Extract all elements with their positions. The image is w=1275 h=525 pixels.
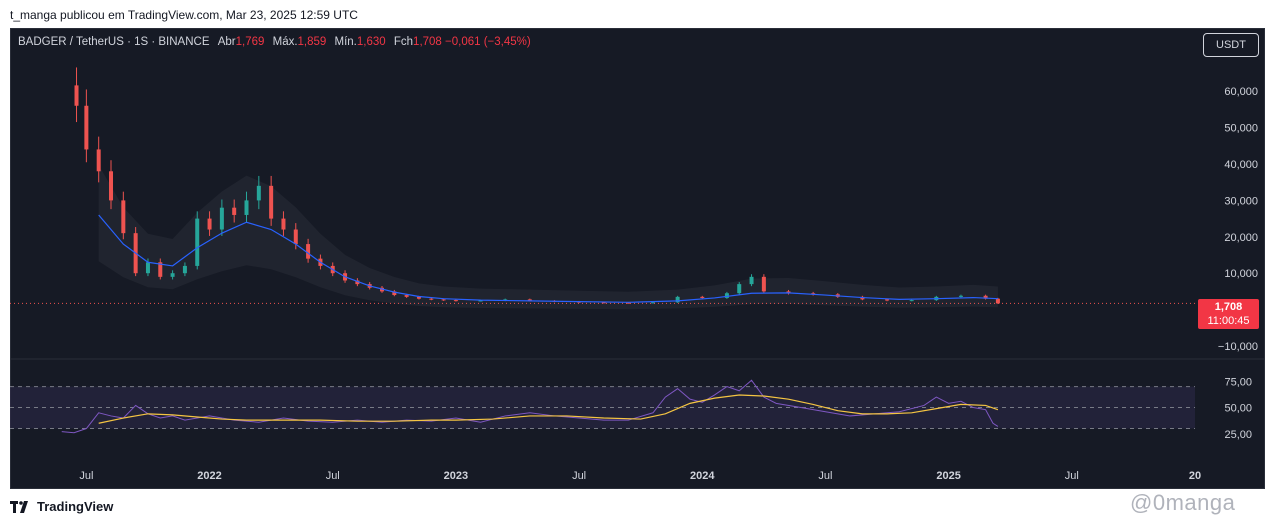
rsi-axis-tick: 25,00	[1224, 429, 1252, 441]
rsi-ma-line	[98, 394, 999, 424]
price-axis-tick: 30,000	[1224, 195, 1258, 207]
candle-body	[232, 207, 237, 215]
price-axis-tick: −10,000	[1218, 341, 1258, 353]
high-label: Máx.	[272, 36, 298, 48]
candle-body	[626, 302, 631, 304]
candle-body	[453, 300, 458, 302]
candle-body	[96, 149, 101, 172]
currency-unit-button[interactable]: USDT	[1203, 33, 1259, 57]
candle-body	[355, 280, 360, 285]
time-axis-tick: 2024	[690, 470, 715, 482]
candle-body	[478, 300, 483, 302]
open-value: 1,769	[235, 36, 265, 48]
candle-body	[195, 218, 200, 266]
time-axis-tick: Jul	[79, 470, 93, 482]
close-label: Fch	[393, 36, 414, 48]
volatility-band	[98, 165, 998, 310]
price-axis-tick: 40,000	[1224, 159, 1258, 171]
candle-body	[700, 296, 705, 298]
last-price-value: 1,708	[1214, 301, 1243, 313]
time-axis-tick: 2025	[936, 470, 960, 482]
price-axis-tick: 60,000	[1224, 86, 1258, 98]
time-axis-tick: Jul	[326, 470, 340, 482]
candle-body	[109, 171, 114, 201]
candle-body	[121, 200, 126, 234]
price-axis-tick: 50,000	[1224, 123, 1258, 135]
open-label: Abr	[217, 36, 236, 48]
rsi-axis-tick: 50,00	[1224, 403, 1252, 415]
time-axis-tick: 2022	[197, 470, 221, 482]
tradingview-icon	[10, 500, 28, 513]
change-value: −0,061 (−3,45%)	[445, 36, 531, 48]
price-ma-line	[98, 214, 998, 303]
bar-countdown: 11:00:45	[1207, 315, 1250, 327]
low-value: 1,630	[356, 36, 386, 48]
candle-body	[404, 295, 409, 297]
high-value: 1,859	[297, 36, 327, 48]
candle-body	[170, 273, 175, 277]
candle-body	[74, 85, 79, 106]
chart-canvas[interactable]: 60,000 50,000 40,000 30,000 20,000 10,000 −10,…	[10, 28, 1265, 489]
time-axis-tick: Jul	[818, 470, 832, 482]
candle-body	[601, 302, 606, 304]
candle-body	[749, 276, 754, 285]
candle-body	[145, 262, 150, 274]
price-axis-tick: 10,000	[1224, 268, 1258, 280]
symbol-label[interactable]: BADGER / TetherUS · 1S · BINANCE	[18, 36, 210, 48]
price-axis-tick: 20,000	[1224, 232, 1258, 244]
time-axis-tick: Jul	[1065, 470, 1079, 482]
candle-body	[429, 298, 434, 300]
candle-body	[724, 293, 729, 298]
last-price-tag: 1,708 11:00:45	[1198, 299, 1259, 329]
time-axis-tick: Jul	[572, 470, 586, 482]
low-label: Mín.	[334, 36, 357, 48]
candle-body	[527, 299, 532, 301]
candle-body	[244, 200, 249, 215]
brand-name: TradingView	[37, 499, 114, 514]
candle-body	[219, 207, 224, 230]
rsi-axis-tick: 75,00	[1224, 376, 1252, 388]
ohlc-legend: BADGER / TetherUS · 1S · BINANCE Abr1,76…	[18, 36, 531, 48]
candle-body	[441, 299, 446, 301]
candle-body	[983, 295, 988, 299]
candle-body	[256, 185, 261, 201]
candle-body	[182, 265, 187, 274]
candle-body	[269, 185, 274, 219]
time-axis-tick: 2023	[444, 470, 468, 482]
candle-body	[281, 218, 286, 230]
candle-body	[958, 295, 963, 297]
candle-body	[416, 296, 421, 299]
candle-body	[158, 262, 163, 277]
tradingview-logo[interactable]: TradingView	[10, 499, 113, 514]
candle-body	[306, 244, 311, 259]
candle-body	[207, 218, 212, 230]
candle-body	[761, 276, 766, 292]
time-axis-tick: 20	[1189, 470, 1201, 482]
close-value: 1,708	[413, 36, 442, 48]
candle-body	[885, 299, 890, 301]
publish-caption: t_manga publicou em TradingView.com, Mar…	[10, 8, 358, 22]
candle-body	[737, 284, 742, 294]
candle-body	[995, 298, 1000, 304]
author-watermark: @0manga	[1130, 490, 1236, 515]
candle-body	[392, 291, 397, 296]
candle-body	[909, 300, 914, 302]
candle-body	[651, 302, 656, 304]
candle-body	[293, 229, 298, 245]
candle-body	[675, 296, 680, 303]
candle-body	[84, 105, 89, 150]
